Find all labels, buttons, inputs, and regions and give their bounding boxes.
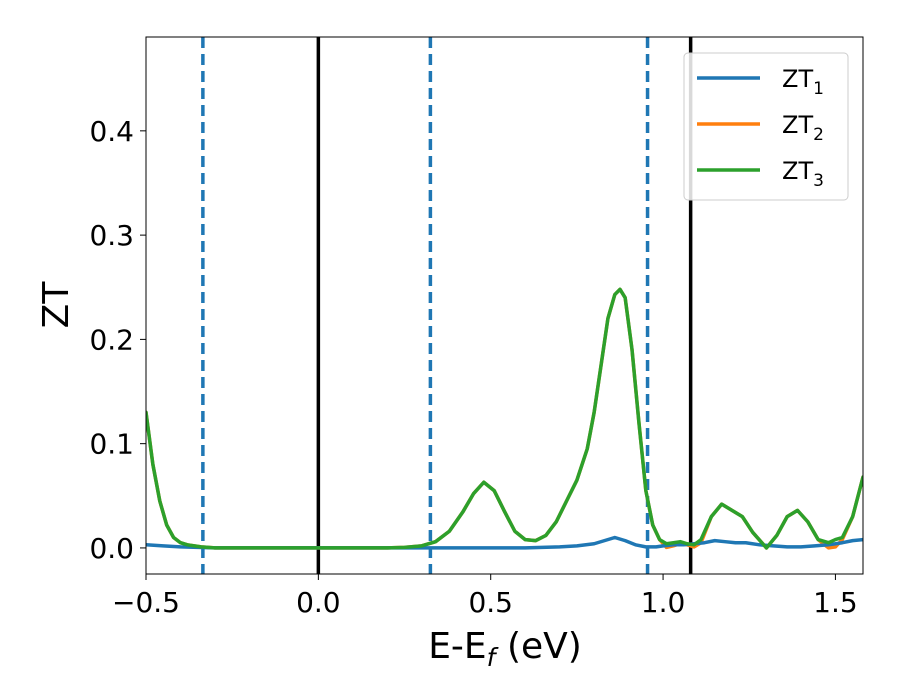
legend-label: ZT1	[782, 65, 824, 99]
legend-entry-zt2: ZT2	[697, 111, 824, 145]
x-tick-label: 0.0	[296, 586, 341, 619]
series-line-zt3	[146, 287, 863, 550]
y-tick-label: 0.2	[89, 323, 134, 356]
plot-frame	[145, 36, 864, 575]
y-tick-label: 0.0	[89, 532, 134, 565]
legend: ZT1 ZT2 ZT3	[683, 52, 849, 201]
series-lines	[146, 287, 863, 550]
x-tick-label: 1.0	[641, 586, 686, 619]
x-axis-label: E-Ef (eV)	[428, 626, 582, 672]
legend-frame	[683, 52, 849, 201]
y-tick-label: 0.4	[89, 115, 134, 148]
legend-label: ZT3	[782, 157, 824, 191]
x-tick-label: 0.5	[468, 586, 513, 619]
x-axis-ticks: −0.5 0.0 0.5 1.0 1.5	[112, 574, 858, 619]
legend-entry-zt1: ZT1	[697, 65, 824, 99]
x-tick-label: 1.5	[813, 586, 858, 619]
y-axis-ticks: 0.0 0.1 0.2 0.3 0.4	[89, 115, 146, 565]
legend-entry-zt3: ZT3	[697, 157, 824, 191]
x-tick-label: −0.5	[112, 586, 180, 619]
y-tick-label: 0.3	[89, 219, 134, 252]
y-tick-label: 0.1	[89, 428, 134, 461]
legend-label: ZT2	[782, 111, 824, 145]
y-axis-label: ZT	[36, 281, 77, 329]
